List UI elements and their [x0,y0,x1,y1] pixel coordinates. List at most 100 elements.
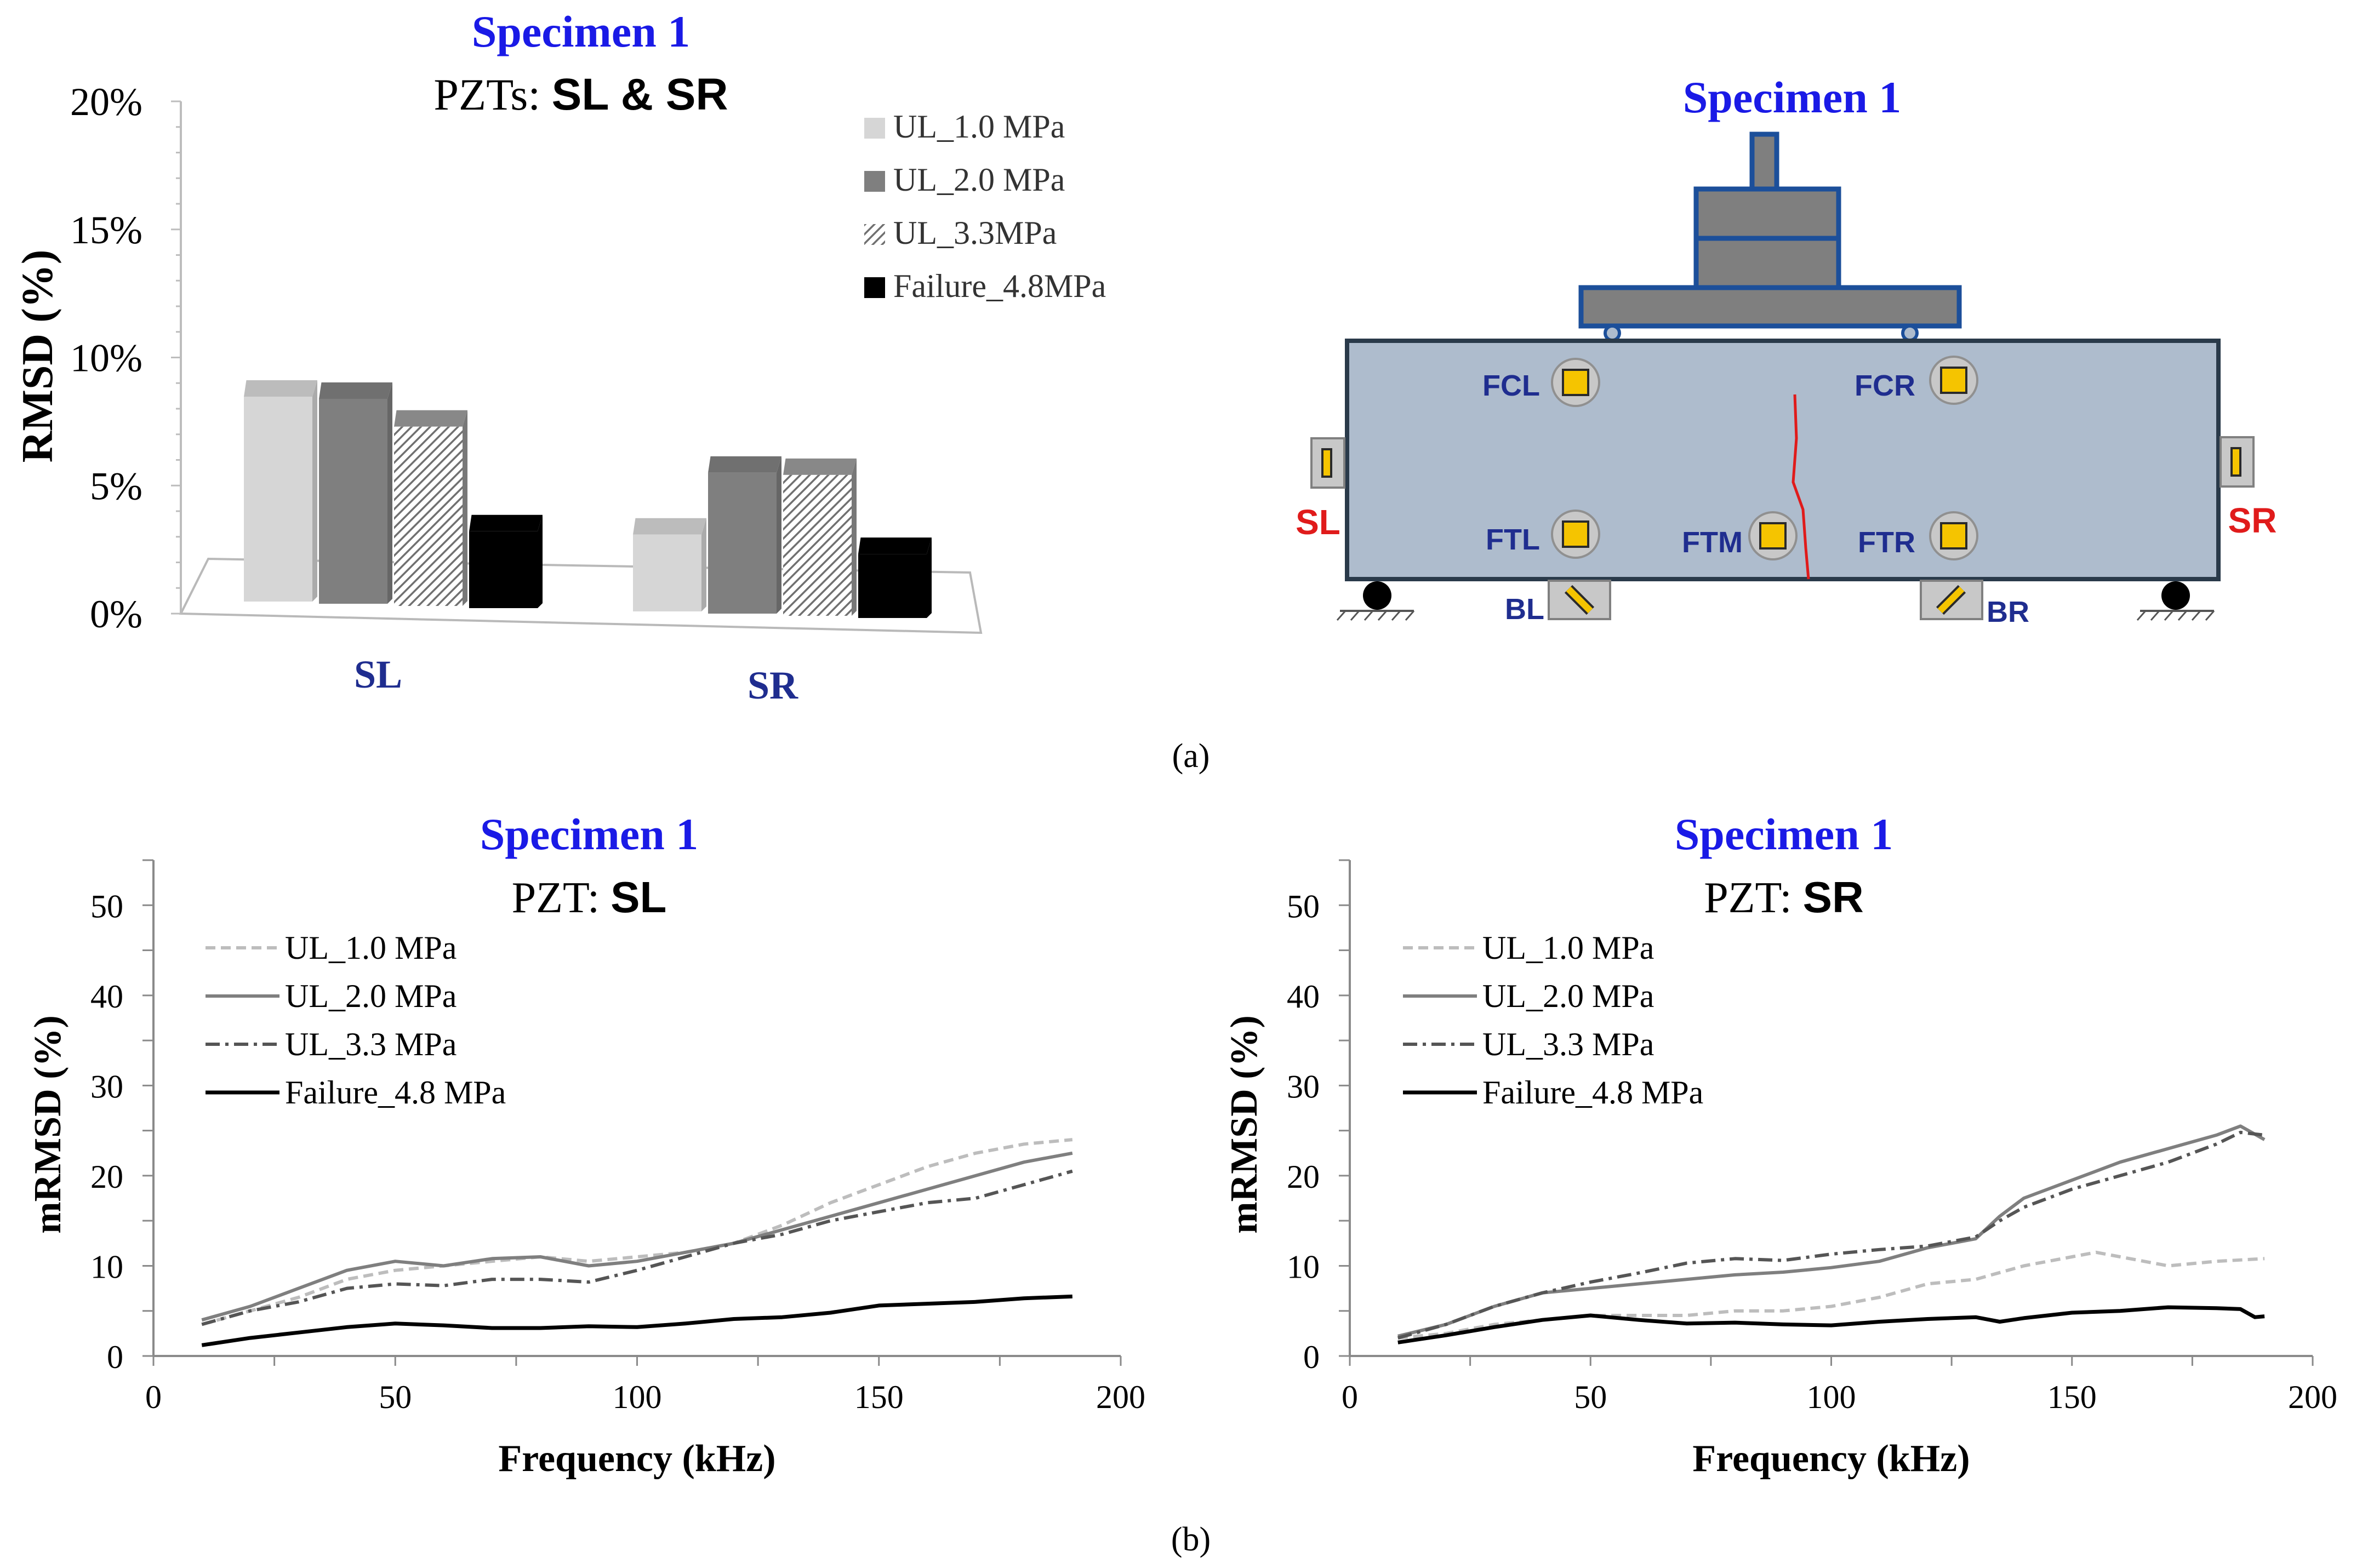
beam-diagram: Specimen 1 FCL FCR FTL [1296,72,2277,628]
line-chart-y-tick-label: 40 [90,978,123,1015]
sensor-fcl: FCL [1482,358,1600,407]
bar-legend-swatch [864,224,885,245]
bar-y-tick-label: 0% [90,592,142,636]
bar-top [783,458,857,475]
bar-chart-floor [179,557,983,634]
load-block-lower [1693,236,1841,290]
line-chart-subtitle: PZT: SL [512,873,667,922]
sensor-ftr-label: FTR [1858,526,1915,559]
bar-top [708,456,781,473]
line-legend-label: Failure_4.8 MPa [285,1074,506,1111]
bar-legend-label: UL_3.3MPa [893,215,1057,251]
line-chart-y-tick-label: 30 [1287,1068,1320,1105]
bar-side [463,410,467,606]
bar-category-label: SL [354,653,402,696]
line-chart-y-tick-label: 20 [90,1159,123,1195]
line-chart-title: Specimen 1 [1675,809,1893,859]
bar-legend-label: UL_2.0 MPa [893,162,1065,198]
bar-0-3 [469,514,543,608]
series-line-1 [1397,1124,2266,1338]
bar-legend-swatch [864,277,885,298]
bar-chart-subtitle-prefix: PZTs: [433,70,551,119]
line-chart-ylabel: mRMSD (%) [27,1015,69,1234]
line-legend-label: UL_3.3 MPa [285,1026,457,1062]
series-line-0 [201,1138,1073,1326]
line-chart-title: Specimen 1 [480,809,699,859]
bar-top [244,380,317,397]
panel-label-a: (a) [1172,737,1210,775]
bar-front [319,399,387,604]
line-chart-y-tick-label: 10 [1287,1249,1320,1285]
line-legend-label: Failure_4.8 MPa [1482,1074,1703,1111]
bar-top [858,537,932,554]
bar-front [469,531,538,608]
line-chart-y-tick-label: 30 [90,1068,123,1105]
line-legend-label: UL_1.0 MPa [285,930,457,966]
line-chart-ylabel: mRMSD (%) [1223,1015,1265,1234]
mrmsd-line-chart-sl: Specimen 1 PZT: SL 0 10 20 30 40 50 0 50 100 150 200… [27,809,1145,1480]
sensor-fcr: FCR [1855,356,1978,405]
bar-1-3 [858,537,932,618]
line-legend-label: UL_2.0 MPa [1482,978,1654,1014]
line-chart-x-tick-label: 50 [1574,1379,1607,1415]
line-chart-x-tick-label: 100 [613,1379,662,1415]
bar-front [858,554,927,618]
series-line-2 [1397,1130,2265,1340]
line-chart-y-tick-label: 20 [1287,1159,1320,1195]
series-line-3 [201,1294,1072,1347]
bar-side [852,458,857,616]
crack-line [1792,394,1810,580]
bar-y-tick-label: 20% [70,80,142,124]
sensor-ftm-label: FTM [1682,526,1743,559]
bar-0-1 [319,382,392,604]
sensor-bl: BL [1505,580,1611,626]
bar-front [633,534,701,611]
bar-1-1 [708,456,781,614]
sensor-ftm: FTM [1682,511,1798,560]
series-line-3 [1397,1305,2265,1344]
bar-y-tick-label: 5% [90,464,142,508]
line-chart-x-tick-label: 200 [1096,1379,1145,1415]
bar-chart-categories: SL SR [354,653,798,707]
line-chart-subtitle-prefix: PZT: [512,874,611,922]
series-line-2 [201,1169,1073,1326]
series-line-1 [201,1151,1073,1322]
bar-category-label: SR [748,663,798,707]
line-legend-label: UL_3.3 MPa [1482,1026,1654,1062]
rmsd-bar-chart: Specimen 1 PZTs: SL & SR 0% 5% 10% 15% 20% R… [14,7,1106,707]
bar-side [387,382,392,604]
line-chart-x-tick-label: 100 [1807,1379,1856,1415]
line-legend-label: UL_2.0 MPa [285,978,457,1014]
bar-side [777,456,781,614]
bar-legend-swatch [864,171,885,192]
sensor-ftr: FTR [1858,511,1978,560]
bar-front [244,397,312,602]
line-chart-subtitle-bold: SR [1803,873,1864,922]
load-roller-left [1604,324,1621,342]
load-roller-right [1901,324,1919,342]
load-block-upper [1693,186,1841,241]
bar-1-0 [633,518,706,611]
bar-top [319,382,392,399]
bar-side [312,380,317,602]
sensor-br-label: BR [1987,596,2029,628]
line-chart-x-tick-label: 200 [2288,1379,2337,1415]
bar-top [633,518,706,535]
bar-top [394,410,467,427]
line-chart-xlabel: Frequency (kHz) [498,1438,775,1480]
line-chart-y-tick-label: 40 [1287,978,1320,1015]
line-chart-x-tick-label: 0 [145,1379,162,1415]
support-right [2136,581,2215,621]
sensor-sl-label: SL [1296,502,1340,542]
bar-side [701,518,706,611]
line-chart-x-tick-label: 150 [854,1379,904,1415]
sensor-bl-label: BL [1505,593,1544,626]
sensor-fcl-label: FCL [1482,369,1540,402]
bar-chart-y-ticks: 0% 5% 10% 15% 20% [70,80,181,636]
panel-label-b: (b) [1171,1521,1211,1558]
sensor-sr: SR [2220,436,2277,540]
line-chart-y-tick-label: 50 [90,888,123,924]
bar-side [927,537,932,618]
load-plate [1578,285,1962,329]
